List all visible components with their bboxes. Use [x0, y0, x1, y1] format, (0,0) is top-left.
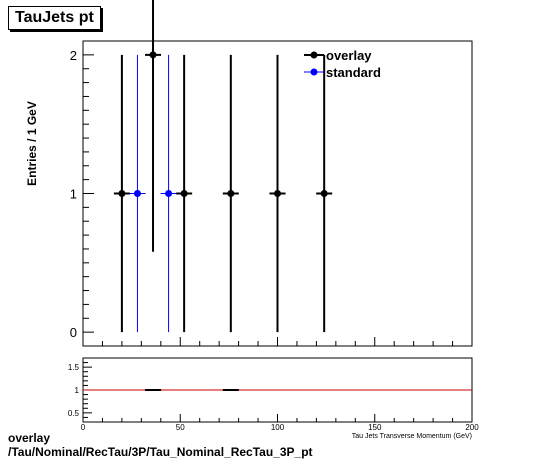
legend-marker-standard [310, 68, 318, 76]
footer-line-2: /Tau/Nominal/RecTau/3P/Tau_Nominal_RecTa… [8, 445, 313, 459]
standard-point [133, 190, 141, 197]
footer-line-1: overlay [8, 431, 51, 445]
y-tick-label: 0 [70, 325, 77, 340]
overlay-point [149, 51, 157, 59]
x-axis-label: Tau Jets Transverse Momentum (GeV) [352, 433, 472, 440]
ratio-point [152, 389, 155, 391]
ratio-y-tick-label: 1.5 [68, 363, 80, 372]
footer-caption: overlay /Tau/Nominal/RecTau/3P/Tau_Nomin… [8, 431, 313, 459]
chart-title: TauJets pt [8, 6, 101, 30]
overlay-point [274, 190, 281, 197]
overlay-point [180, 190, 188, 197]
legend-label-standard: standard [326, 65, 381, 80]
main-plot: 0 1 2 Entries / 1 GeV [25, 0, 473, 347]
ratio-point [229, 389, 232, 391]
ratio-x-tick-label: 150 [368, 423, 382, 432]
standard-point [165, 190, 173, 197]
legend: overlay standard [304, 48, 381, 80]
ratio-x-tick-label: 0 [81, 423, 86, 432]
y-tick-label: 2 [70, 48, 77, 63]
y-axis-label: Entries / 1 GeV [25, 101, 39, 186]
legend-label-overlay: overlay [326, 48, 372, 63]
legend-marker-overlay [310, 51, 318, 59]
ratio-x-tick-label: 50 [176, 423, 185, 432]
overlay-point [227, 190, 235, 197]
overlay-point [320, 190, 328, 197]
ratio-x-tick-label: 200 [465, 423, 479, 432]
ratio-y-tick-label: 0.5 [68, 409, 80, 418]
y-tick-label: 1 [70, 187, 77, 202]
overlay-point [118, 190, 126, 197]
ratio-x-tick-label: 100 [271, 423, 285, 432]
ratio-y-tick-label: 1 [75, 386, 80, 395]
